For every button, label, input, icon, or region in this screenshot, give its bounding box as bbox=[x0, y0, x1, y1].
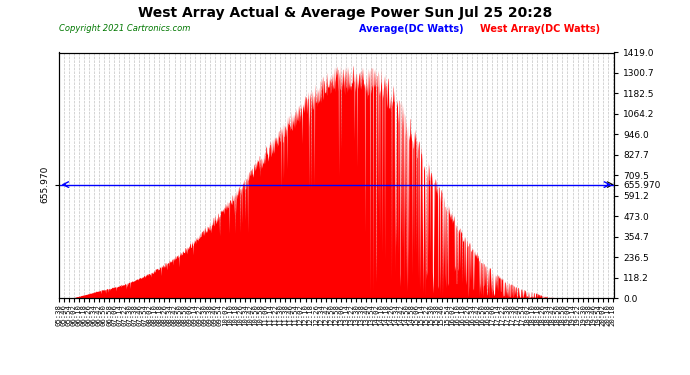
Text: Copyright 2021 Cartronics.com: Copyright 2021 Cartronics.com bbox=[59, 24, 190, 33]
Text: West Array(DC Watts): West Array(DC Watts) bbox=[480, 24, 600, 34]
Text: Average(DC Watts): Average(DC Watts) bbox=[359, 24, 464, 34]
Text: West Array Actual & Average Power Sun Jul 25 20:28: West Array Actual & Average Power Sun Ju… bbox=[138, 6, 552, 20]
